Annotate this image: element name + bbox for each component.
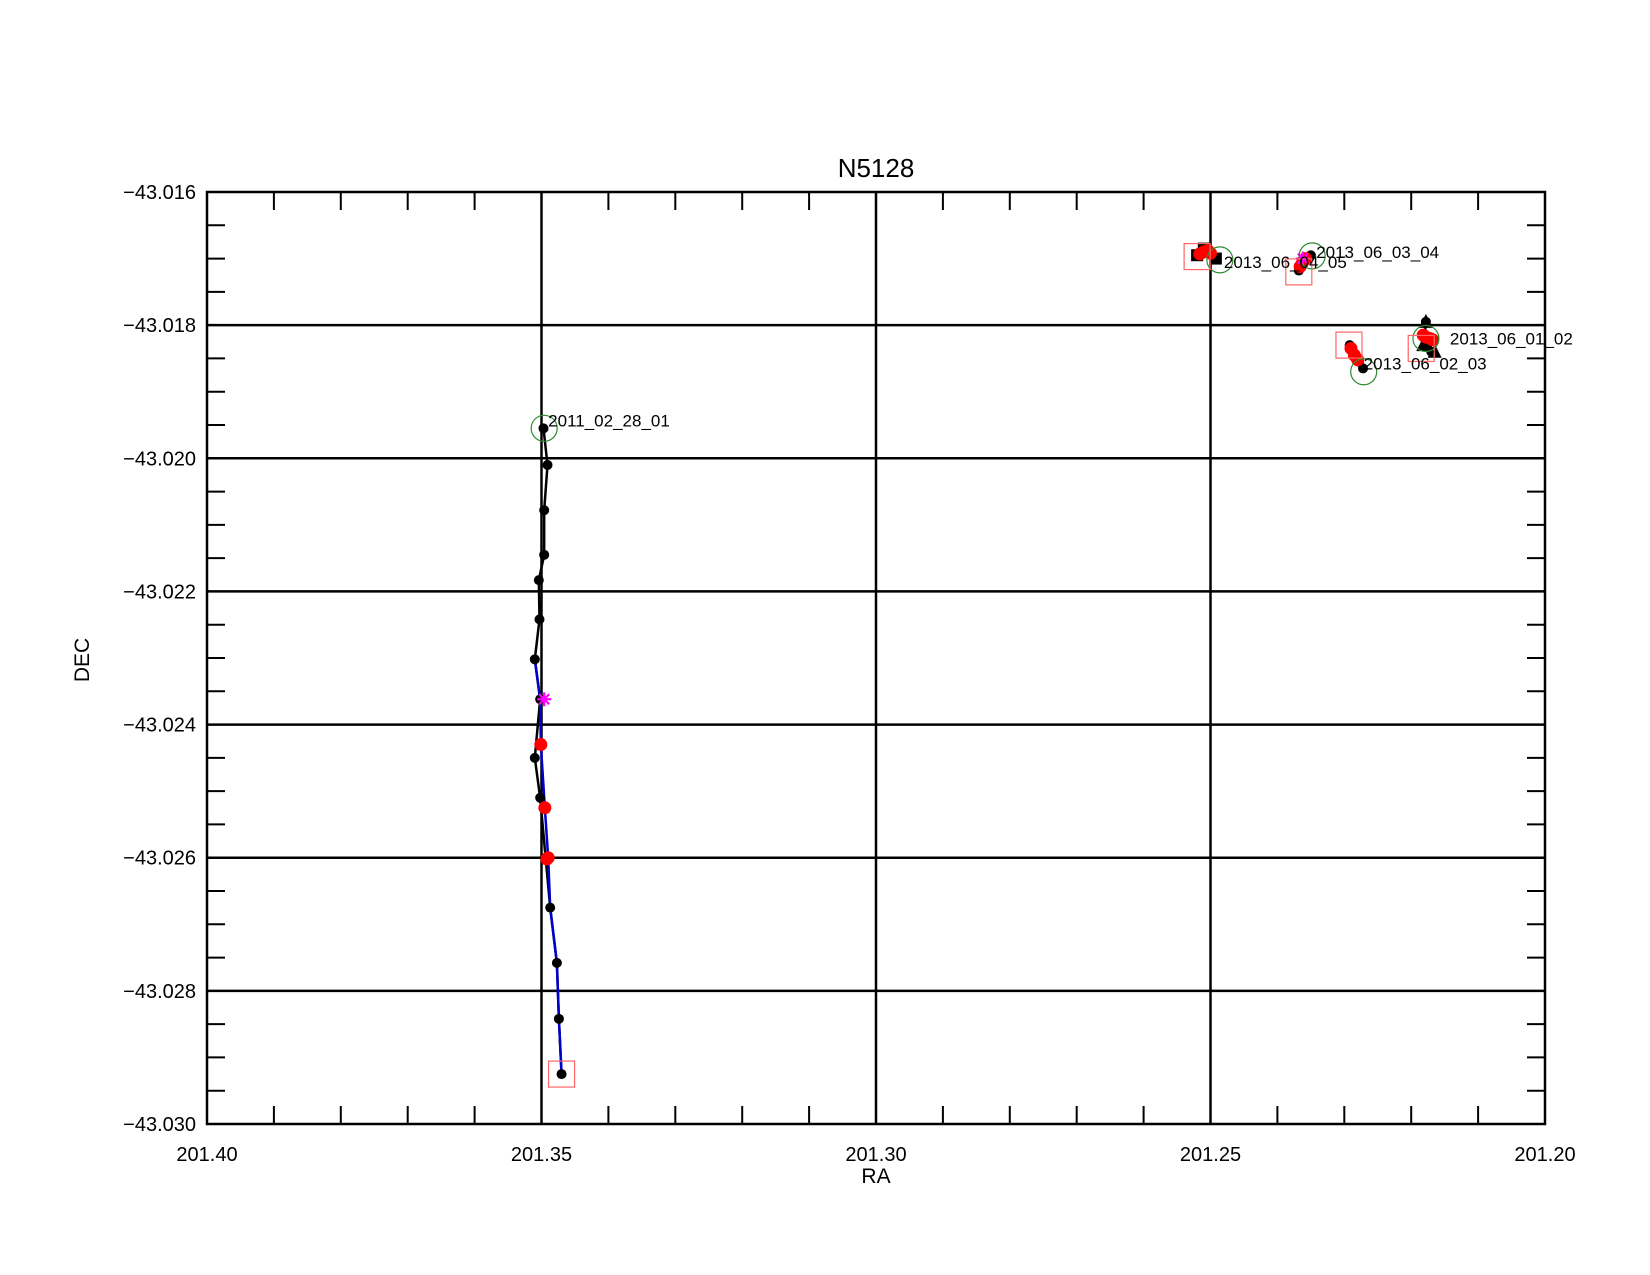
- track-point: [551, 957, 562, 968]
- track-point: [556, 1069, 567, 1080]
- track-point: [538, 423, 549, 434]
- track-point: [553, 1013, 564, 1024]
- track-point: [535, 792, 546, 803]
- data-layer: [529, 242, 1442, 1088]
- label-layer: 201.40 201.35 201.30 201.25 201.20 −43.016 −43…: [123, 182, 1575, 1166]
- track-point: [539, 549, 550, 560]
- red-point: [540, 852, 554, 866]
- track-point: [534, 614, 545, 625]
- end-marker: [547, 1060, 576, 1088]
- end-marker: [1335, 331, 1363, 359]
- y-axis-label: DEC: [71, 638, 94, 682]
- track-point: [1358, 363, 1369, 374]
- track-point: [529, 752, 540, 763]
- square-point: [1209, 252, 1222, 265]
- end-marker: [1285, 258, 1313, 286]
- end-marker: [1407, 334, 1435, 363]
- track-point: [545, 902, 556, 913]
- chart-title: N5128: [838, 153, 915, 183]
- x-tick-label: 201.20: [1514, 1144, 1575, 1166]
- x-axis-label: RA: [861, 1165, 890, 1188]
- y-tick-label: −43.022: [123, 581, 196, 603]
- series-label: 2013_06_02_03: [1364, 355, 1487, 374]
- y-tick-label: −43.026: [123, 848, 196, 870]
- x-tick-label: 201.40: [176, 1144, 237, 1166]
- x-tick-label: 201.35: [511, 1144, 572, 1166]
- y-tick-label: −43.030: [123, 1114, 196, 1136]
- track-point: [542, 459, 553, 470]
- magenta-point: [538, 693, 550, 706]
- triangle-point: [1418, 313, 1433, 328]
- track-point: [533, 575, 544, 586]
- x-tick-label: 201.25: [1180, 1144, 1241, 1166]
- start-marker: [1350, 358, 1378, 386]
- end-marker: [1183, 242, 1211, 271]
- series-label: 2013_06_01_02: [1450, 329, 1573, 348]
- y-tick-label: −43.018: [123, 315, 196, 337]
- series-label: 2013_06_04_05: [1224, 253, 1347, 272]
- start-marker: [1412, 324, 1440, 353]
- x-tick-label: 201.30: [845, 1144, 906, 1166]
- triangle-point: [1416, 337, 1431, 352]
- red-point: [1426, 333, 1440, 347]
- red-point: [534, 738, 548, 752]
- ticks-layer: [207, 192, 1545, 1124]
- series-label: 2013_06_03_04: [1316, 243, 1439, 262]
- start-marker: [1206, 246, 1234, 274]
- y-tick-label: −43.028: [123, 981, 196, 1003]
- start-marker: [530, 414, 558, 442]
- plot-frame: [205, 190, 1547, 1126]
- y-tick-label: −43.020: [123, 448, 196, 470]
- track-point: [539, 505, 550, 516]
- red-point: [538, 801, 552, 815]
- y-tick-label: −43.024: [123, 715, 196, 737]
- y-tick-label: −43.016: [123, 182, 196, 204]
- track-point: [529, 654, 540, 665]
- grid-layer: [207, 192, 1545, 1124]
- series-label: 2011_02_28_01: [548, 411, 670, 430]
